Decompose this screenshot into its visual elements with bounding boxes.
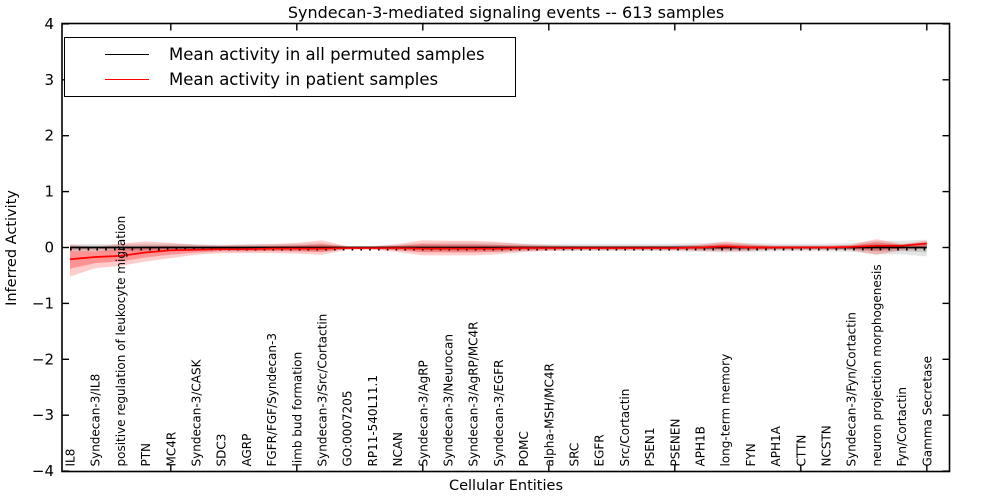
patient-line-sample (105, 79, 149, 81)
x-category-label: AGRP (240, 434, 254, 467)
x-category-label: Syndecan-3/Neurocan (442, 334, 456, 466)
x-category-label: limb bud formation (290, 352, 304, 467)
legend-item-permuted: Mean activity in all permuted samples (105, 45, 515, 64)
x-axis-label: Cellular Entities (448, 478, 564, 494)
y-tick-label: 2 (44, 127, 54, 145)
x-category-label: NCAN (391, 432, 405, 467)
x-category-label: alpha-MSH/MC4R (542, 363, 556, 466)
x-category-label: FYN (744, 443, 758, 466)
x-category-label: neuron projection morphogenesis (870, 264, 884, 466)
legend: Mean activity in all permuted samples Me… (64, 37, 516, 97)
x-category-label: long-term memory (719, 354, 733, 467)
x-category-label: PTN (139, 443, 153, 467)
x-category-label: Fyn/Cortactin (895, 387, 909, 467)
x-category-label: MC4R (164, 432, 178, 467)
permuted-line-sample (105, 53, 149, 55)
legend-label-patient: Mean activity in patient samples (169, 70, 439, 90)
y-tick-label: 0 (44, 239, 54, 257)
x-category-label: RP11-540L11.1 (366, 375, 380, 466)
x-category-label: Src/Cortactin (618, 389, 632, 467)
y-tick-label: −4 (32, 462, 54, 480)
y-tick-label: 4 (44, 15, 54, 33)
x-category-label: Syndecan-3/CASK (190, 358, 204, 466)
x-category-label: Syndecan-3/EGFR (492, 359, 506, 466)
x-category-label: IL8 (64, 449, 78, 467)
x-category-label: PSEN1 (643, 427, 657, 466)
y-tick-label: −2 (32, 350, 54, 368)
x-category-label: NCSTN (820, 425, 834, 466)
x-category-label: APH1B (694, 426, 708, 466)
y-axis-label: Inferred Activity (4, 190, 20, 306)
chart-title: Syndecan-3-mediated signaling events -- … (287, 3, 725, 22)
legend-label-permuted: Mean activity in all permuted samples (169, 44, 485, 64)
x-category-label: positive regulation of leukocyte migrati… (114, 216, 128, 467)
x-category-label: Gamma Secretase (920, 356, 934, 467)
y-tick-label: 3 (44, 71, 54, 89)
x-category-label: PSENEN (668, 419, 682, 467)
x-category-label: CTTN (794, 435, 808, 467)
x-category-label: Syndecan-3/Fyn/Cortactin (845, 312, 859, 466)
legend-item-patient: Mean activity in patient samples (105, 70, 515, 89)
x-category-label: EGFR (593, 434, 607, 466)
y-tick-label: 1 (44, 183, 54, 201)
x-category-label: Syndecan-3/AgRP (416, 360, 430, 466)
x-category-label: Syndecan-3/Src/Cortactin (316, 314, 330, 467)
x-category-label: Syndecan-3/IL8 (89, 374, 103, 467)
x-category-label: APH1A (769, 425, 783, 466)
y-tick-label: −1 (32, 294, 54, 312)
x-category-label: SDC3 (215, 434, 229, 467)
x-category-label: GO:0007205 (341, 390, 355, 466)
x-category-label: Syndecan-3/AgRP/MC4R (467, 321, 481, 466)
patient-mean-line (69, 242, 927, 261)
x-category-label: FGFR/FGF/Syndecan-3 (265, 333, 279, 466)
x-category-label: SRC (568, 443, 582, 467)
y-tick-label: −3 (32, 406, 54, 424)
x-category-label: POMC (517, 431, 531, 466)
